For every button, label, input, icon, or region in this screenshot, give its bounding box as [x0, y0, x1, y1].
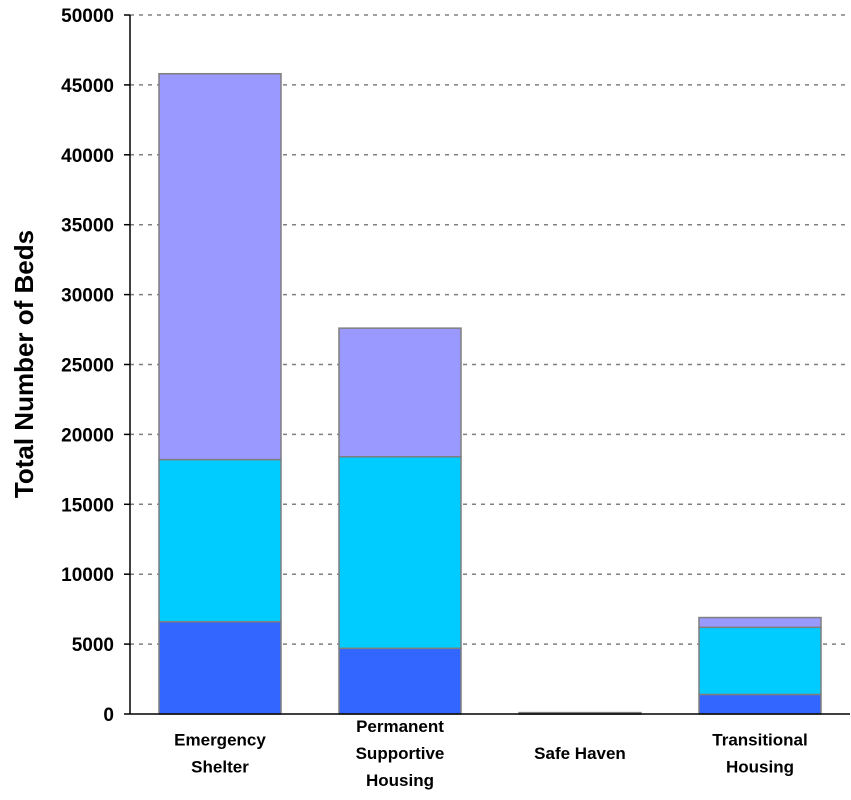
y-tick-label: 10000: [61, 565, 114, 586]
bar-segment: [338, 456, 462, 650]
bar-segment: [698, 616, 822, 629]
y-tick-label: 30000: [61, 286, 114, 307]
y-tick-label: 15000: [61, 495, 114, 516]
x-category-label: Safe Haven: [534, 744, 626, 763]
y-tick-label: 40000: [61, 146, 114, 167]
bar-segment: [698, 626, 822, 696]
y-tick-label: 45000: [61, 76, 114, 97]
y-tick-label: 50000: [61, 6, 114, 27]
x-category-label: Permanent Supportive Housing: [356, 717, 445, 790]
bar-segment: [338, 327, 462, 458]
x-category-label: Emergency Shelter: [174, 731, 266, 777]
y-tick-labels: 0 5000 10000 15000 20000 25000 30000 35000 40000…: [61, 6, 130, 726]
bar-segment: [698, 693, 822, 715]
bar-segment: [158, 72, 282, 461]
y-tick-label: 5000: [72, 635, 114, 656]
bar-segment: [158, 620, 282, 715]
bars: [158, 72, 822, 715]
y-tick-label: 35000: [61, 216, 114, 237]
bar-segment: [338, 647, 462, 715]
y-tick-label: 0: [103, 705, 114, 726]
y-axis-title: Total Number of Beds: [9, 230, 39, 498]
bar-segment: [158, 458, 282, 623]
y-tick-label: 25000: [61, 356, 114, 377]
x-category-labels: Emergency Shelter Permanent Supportive Housi…: [174, 717, 808, 790]
y-tick-label: 20000: [61, 425, 114, 446]
x-category-label: Transitional Housing: [712, 731, 807, 777]
